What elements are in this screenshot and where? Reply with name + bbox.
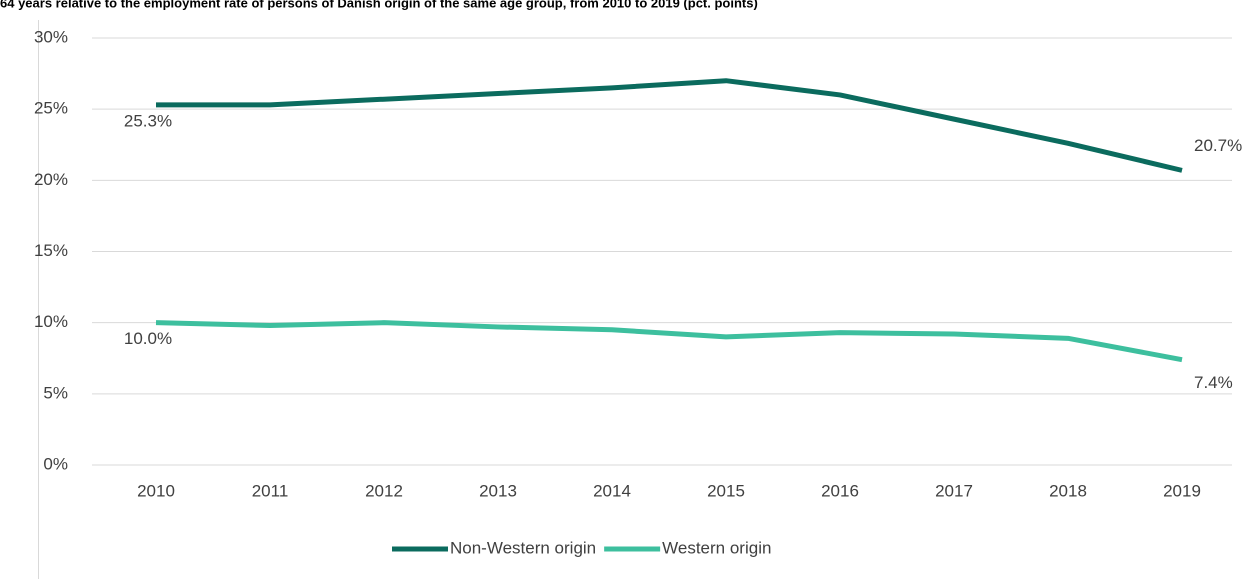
x-tick-label: 2019: [1163, 481, 1201, 500]
y-tick-label: 30%: [34, 27, 68, 46]
y-tick-label: 0%: [43, 454, 68, 473]
data-label: 7.4%: [1194, 373, 1233, 392]
legend-label: Non-Western origin: [450, 538, 596, 557]
y-tick-label: 15%: [34, 241, 68, 260]
x-tick-label: 2010: [137, 481, 175, 500]
y-tick-label: 10%: [34, 312, 68, 331]
x-tick-label: 2017: [935, 481, 973, 500]
y-tick-label: 20%: [34, 170, 68, 189]
data-label: 10.0%: [124, 329, 172, 348]
y-tick-label: 25%: [34, 99, 68, 118]
series-line: [156, 78, 1183, 173]
series-line: [155, 320, 1183, 363]
chart-title: 64 years relative to the employment rate…: [0, 0, 758, 10]
x-tick-label: 2016: [821, 481, 859, 500]
x-tick-label: 2014: [593, 481, 631, 500]
data-label: 20.7%: [1194, 136, 1242, 155]
x-tick-label: 2015: [707, 481, 745, 500]
x-tick-label: 2011: [252, 481, 289, 500]
y-tick-label: 5%: [43, 383, 68, 402]
x-tick-label: 2012: [365, 481, 403, 500]
x-tick-label: 2013: [479, 481, 517, 500]
data-label: 25.3%: [124, 111, 172, 130]
x-tick-label: 2018: [1049, 481, 1087, 500]
legend-label: Western origin: [662, 538, 771, 557]
